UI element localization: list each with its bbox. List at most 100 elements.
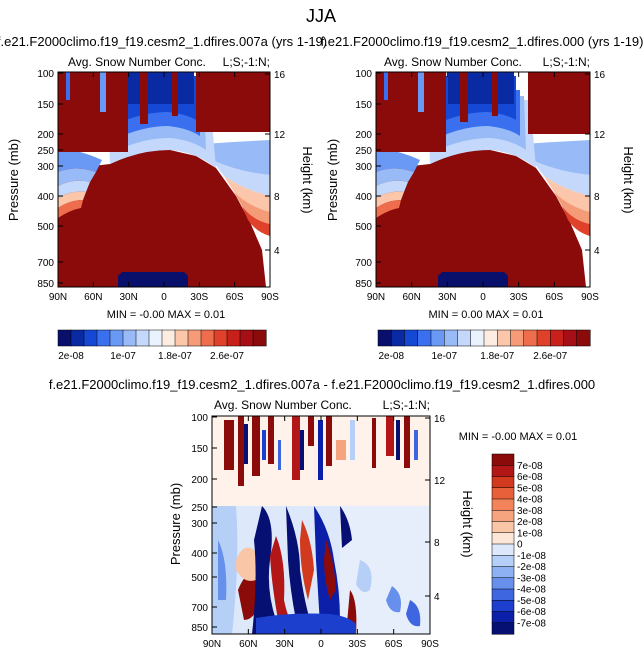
colorbar-swatch [213,329,228,347]
x-tick-label: 30S [348,639,366,650]
panel-3-axes: 90N 60N 30N 0 30S 60S 90S 100 150 200 250 300 400 500… [191,413,445,650]
panel-3-subtitle: Avg. Snow Number Conc. [214,398,352,412]
panel-1-colorbar: 2e-08 1e-07 1.8e-07 2.6e-07 [57,329,267,362]
x-tick-label: 30N [119,292,137,303]
colorbar-swatch [563,329,578,347]
colorbar-swatch [491,555,515,568]
x-tick-label: 90N [367,292,385,303]
colorbar-label: 2e-08 [517,517,543,528]
colorbar-swatch [161,329,176,347]
colorbar-swatch [239,329,254,347]
colorbar-label: -4e-08 [517,585,546,596]
colorbar-swatch [491,611,515,624]
colorbar-label: -3e-08 [517,573,546,584]
x-tick-label: 60S [385,639,403,650]
colorbar-swatch [135,329,150,347]
colorbar-label: 0 [517,540,523,551]
colorbar-label: 2e-08 [378,351,404,362]
colorbar-label: 2e-08 [58,351,84,362]
panel-1-title: f.e21.F2000climo.f19_f19.cesm2_1.dfires.… [0,34,327,49]
panel-3-y2label: Height (km) [460,490,475,557]
y2-tick-label: 12 [434,476,446,487]
y-tick-label: 700 [191,603,208,614]
colorbar-swatch [457,329,472,347]
panel-2-ylabel: Pressure (mb) [325,139,340,221]
y-tick-label: 400 [37,192,54,203]
colorbar-swatch [109,329,124,347]
colorbar-swatch [252,329,267,347]
colorbar-swatch [483,329,498,347]
y-tick-label: 100 [355,69,372,80]
colorbar-swatch [491,543,515,556]
x-tick-label: 60N [84,292,102,303]
colorbar-swatch [491,476,515,489]
colorbar-swatch [491,566,515,579]
y-tick-label: 300 [355,162,372,173]
colorbar-label: 1e-07 [431,351,457,362]
colorbar-label: -2e-08 [517,562,546,573]
x-tick-label: 60S [226,292,244,303]
y2-tick-label: 16 [434,414,446,425]
colorbar-label: 2.6e-07 [533,351,567,362]
y-tick-label: 250 [191,503,208,514]
colorbar-label: 1.8e-07 [480,351,514,362]
colorbar-swatch [83,329,98,347]
colorbar-swatch [187,329,202,347]
x-tick-label: 30S [190,292,208,303]
colorbar-label: 7e-08 [517,461,543,472]
y-tick-label: 500 [191,573,208,584]
panel-1-subtitle: Avg. Snow Number Conc. [68,55,206,69]
panel-3-heatmap [212,416,430,634]
y-tick-label: 400 [191,549,208,560]
colorbar-swatch [536,329,551,347]
y2-tick-label: 8 [594,192,600,203]
panel-2-colorbar: 2e-08 1e-07 1.8e-07 2.6e-07 [377,329,591,362]
x-tick-label: 30S [510,292,528,303]
panel-1-heatmap [58,72,270,287]
colorbar-swatch [491,588,515,601]
colorbar-label: -7e-08 [517,618,546,629]
colorbar-swatch [497,329,512,347]
y2-tick-label: 8 [274,192,280,203]
y2-tick-label: 8 [434,538,440,549]
colorbar-label: -1e-08 [517,551,546,562]
colorbar-swatch [510,329,525,347]
panel-3-corner-label: L;S;-1:N; [383,398,430,412]
y-tick-label: 300 [191,519,208,530]
colorbar-swatch [391,329,406,347]
colorbar-swatch [491,577,515,590]
y2-tick-label: 12 [594,130,606,141]
colorbar-swatch [523,329,538,347]
panel-1-axes: 90N 60N 30N 0 30S 60S 90S 100 150 200 250 300 400 500… [37,69,285,303]
x-tick-label: 0 [318,639,324,650]
x-tick-label: 60N [402,292,420,303]
colorbar-label: 1e-07 [110,351,136,362]
colorbar-swatch [417,329,432,347]
panel-2-subtitle: Avg. Snow Number Conc. [384,55,522,69]
y-tick-label: 200 [37,130,54,141]
y-tick-label: 500 [355,222,372,233]
panel-2-axes: 90N 60N 30N 0 30S 60S 90S 100 150 200 250 300 400 500… [355,69,605,303]
colorbar-label: 6e-08 [517,472,543,483]
y-tick-label: 700 [37,258,54,269]
panel-1-stats: MIN = -0.00 MAX = 0.01 [107,309,226,321]
x-tick-label: 60N [239,639,257,650]
x-tick-label: 90S [581,292,599,303]
y2-tick-label: 4 [594,246,600,257]
y-tick-label: 150 [355,100,372,111]
x-tick-label: 90S [421,639,439,650]
panel-1-ylabel: Pressure (mb) [6,139,21,221]
colorbar-label: 1e-08 [517,528,543,539]
colorbar-swatch [377,329,392,347]
colorbar-swatch [96,329,111,347]
colorbar-label: 4e-08 [517,495,543,506]
x-tick-label: 90N [49,292,67,303]
colorbar-swatch [491,600,515,613]
y-tick-label: 200 [355,130,372,141]
y2-tick-label: 16 [594,70,606,81]
colorbar-swatch [57,329,72,347]
y-tick-label: 850 [37,279,54,290]
figure-title: JJA [306,6,336,26]
y2-tick-label: 16 [274,70,286,81]
